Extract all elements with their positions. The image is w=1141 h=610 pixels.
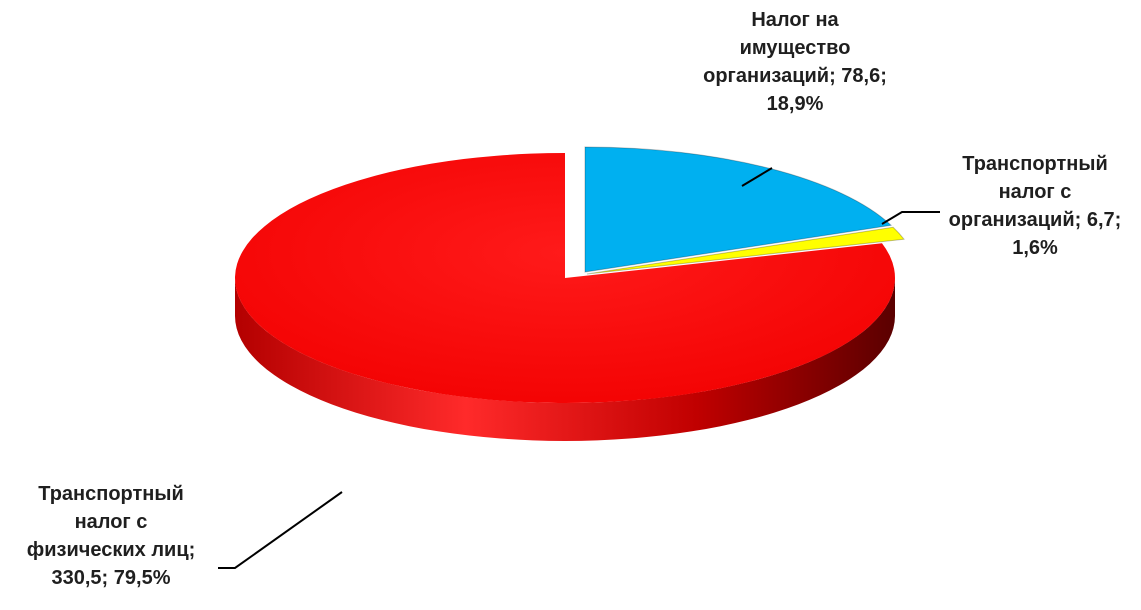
- slice-label-property-tax: Налог на имущество организаций; 78,6; 18…: [680, 6, 910, 118]
- pie-slice-transport-tax-organizations: [586, 226, 905, 275]
- label-line: Транспортный: [38, 483, 184, 505]
- pie-slice-transport-tax-individuals-side: [235, 278, 895, 441]
- leader-line-property-tax: [741, 167, 773, 187]
- label-line: 18,9%: [766, 93, 824, 115]
- pie-slice-transport-tax-individuals: [235, 153, 895, 403]
- label-line: налог с: [74, 511, 148, 533]
- label-line: налог с: [998, 181, 1072, 203]
- leader-line-transport-tax-individuals: [218, 491, 343, 569]
- label-line: 330,5; 79,5%: [51, 567, 171, 589]
- leader-lines: [218, 167, 940, 569]
- label-line: организаций; 78,6;: [703, 65, 887, 87]
- pie-slices: [235, 146, 905, 441]
- label-line: Налог на: [751, 9, 839, 31]
- label-line: физических лиц;: [26, 539, 196, 561]
- slice-label-transport-tax-organizations: Транспортный налог с организаций; 6,7; 1…: [940, 150, 1130, 262]
- label-line: 1,6%: [1012, 237, 1058, 259]
- label-line: Транспортный: [962, 153, 1108, 175]
- label-line: организаций; 6,7;: [948, 209, 1122, 231]
- leader-line-transport-tax-organizations: [881, 211, 940, 225]
- label-line: имущество: [739, 37, 851, 59]
- slice-label-transport-tax-individuals: Транспортный налог с физических лиц; 330…: [6, 480, 216, 592]
